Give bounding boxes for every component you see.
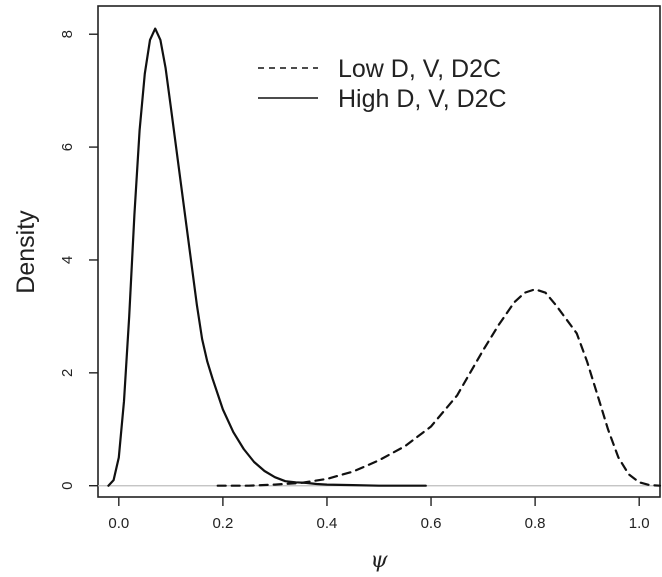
x-axis: 0.0 0.2 0.4 0.6 0.8 1.0 (108, 497, 650, 532)
y-axis-label: Density (12, 210, 40, 294)
legend: Low D, V, D2C High D, V, D2C (258, 55, 507, 113)
series-line-low (216, 288, 662, 487)
x-axis-label: ψ (370, 548, 388, 573)
y-tick-label: 2 (59, 369, 76, 377)
plot-frame (97, 5, 661, 498)
x-tick-label: 0.6 (421, 515, 442, 532)
x-tick-label: 0.0 (108, 515, 129, 532)
x-tick-label: 0.4 (317, 515, 338, 532)
x-tick-label: 1.0 (629, 515, 650, 532)
x-tick-label: 0.8 (525, 515, 546, 532)
series-layer (107, 27, 662, 487)
legend-label-high: High D, V, D2C (338, 85, 507, 113)
y-tick-label: 8 (59, 30, 76, 38)
series-line-high (107, 27, 427, 487)
y-tick-label: 4 (59, 256, 76, 264)
legend-label-low: Low D, V, D2C (338, 55, 501, 83)
x-tick-label: 0.2 (212, 515, 233, 532)
y-axis: 0 2 4 6 8 (59, 30, 98, 490)
y-tick-label: 6 (59, 143, 76, 151)
y-tick-label: 0 (59, 482, 76, 490)
